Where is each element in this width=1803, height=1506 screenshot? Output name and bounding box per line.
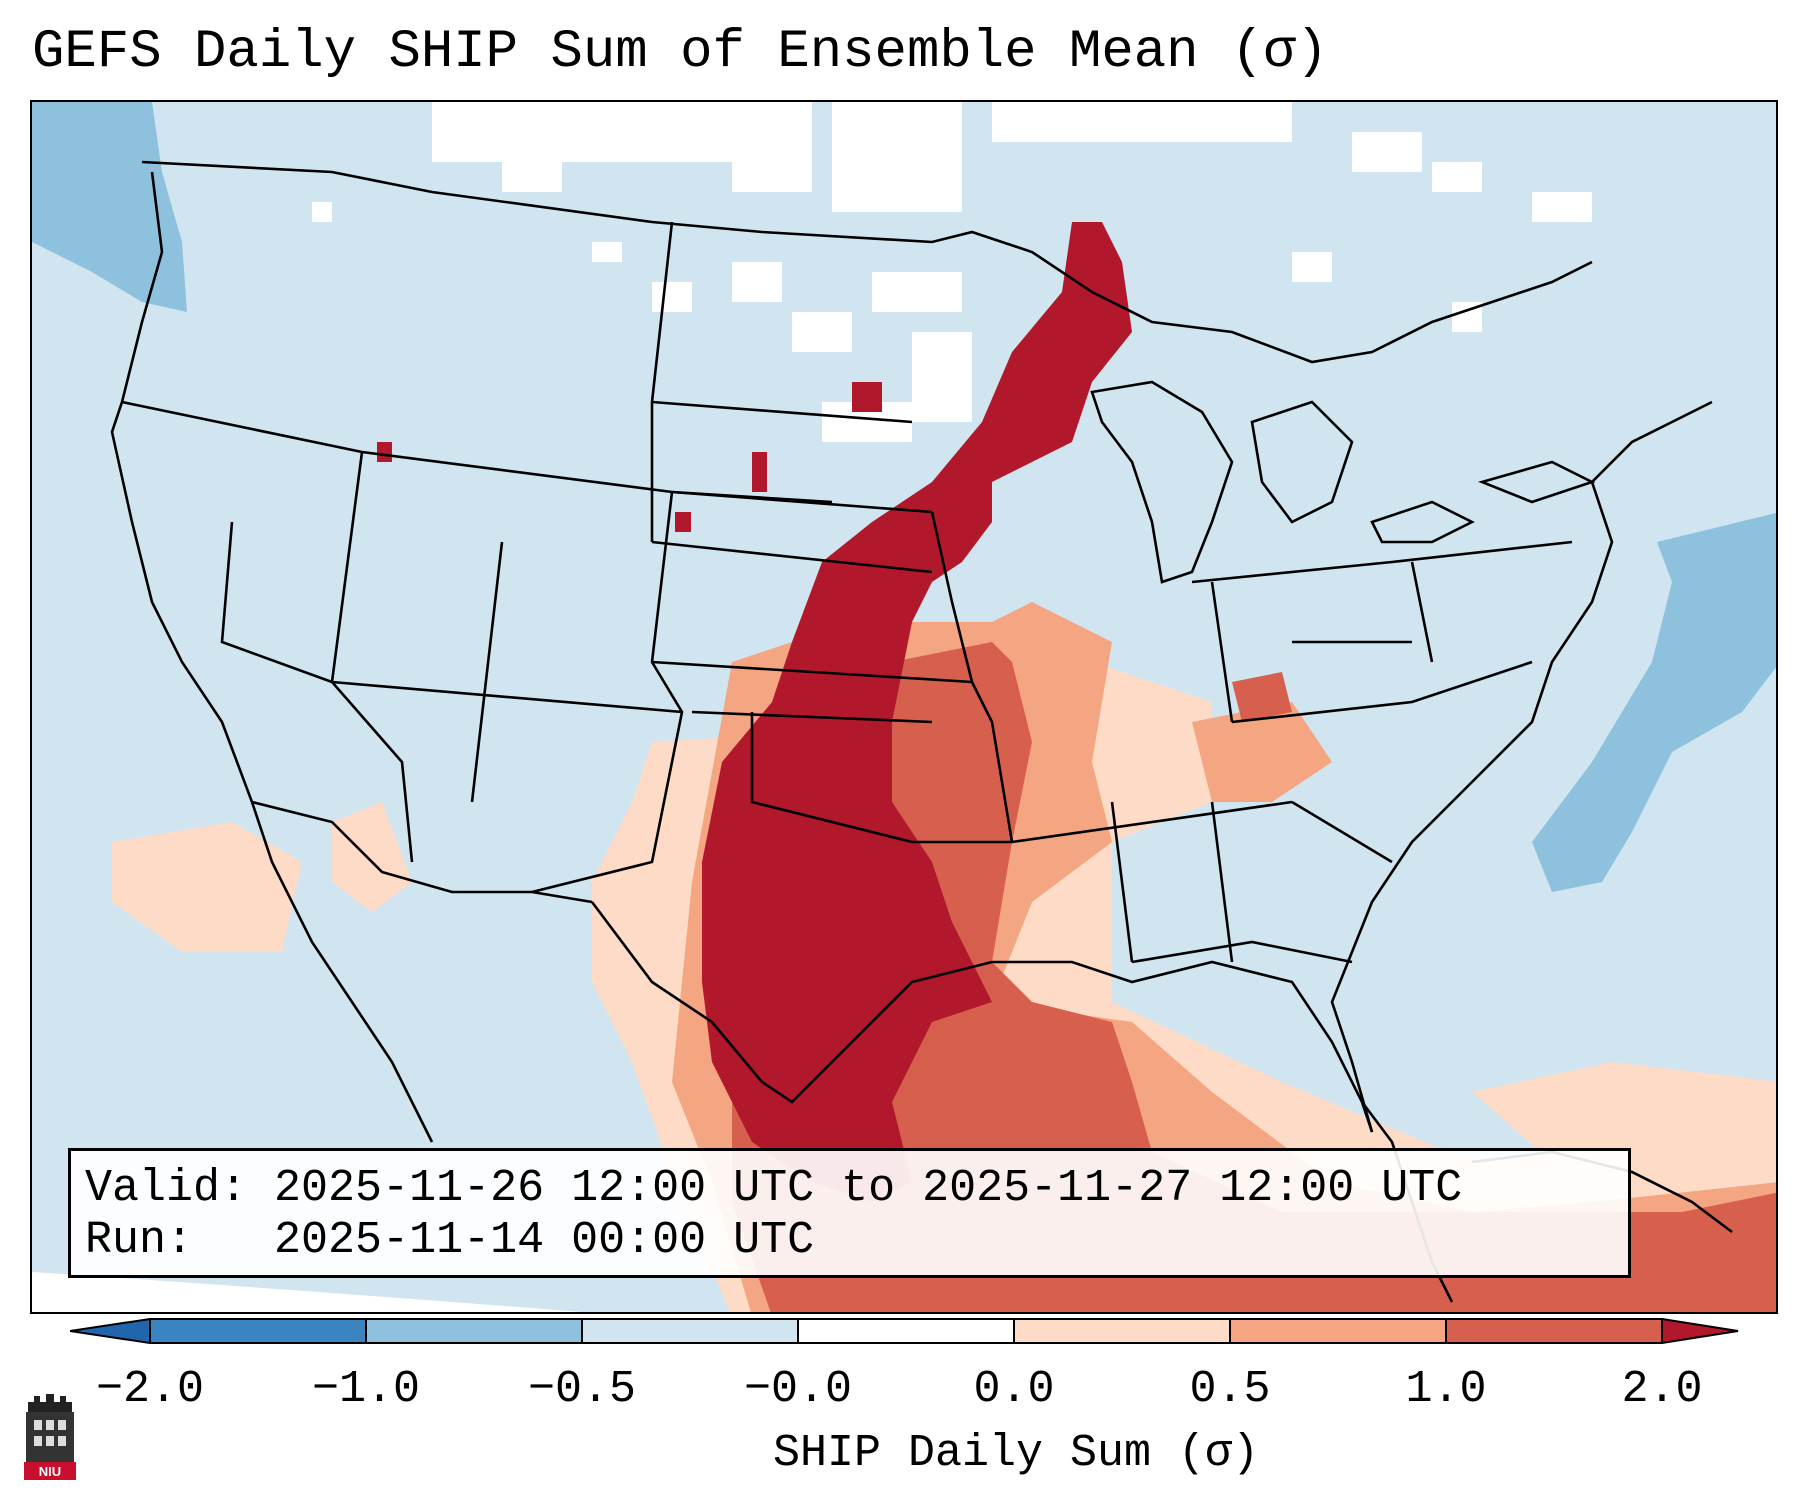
colorbar-bin-7: [1446, 1319, 1662, 1343]
map-canvas: [32, 102, 1776, 1312]
mexico-border: [251, 800, 593, 904]
run-value: 2025-11-14 00:00 UTC: [274, 1215, 815, 1266]
extreme-positive-field: [702, 222, 1132, 1202]
weak-positive-field-gulf-east: [1472, 1062, 1776, 1162]
colorbar-bin-1: [150, 1319, 366, 1343]
colorbar-max-extend: [1661, 1318, 1739, 1344]
colorbar-tick-label: 0.0: [973, 1364, 1055, 1415]
state-lines-west: [121, 400, 833, 894]
extreme-positive-speck-ne: [752, 452, 767, 492]
colorbar-tick-label: 2.0: [1621, 1364, 1703, 1415]
weak-positive-field: [112, 822, 302, 952]
extreme-positive-speck-co: [675, 512, 691, 532]
great-lakes: [1090, 380, 1596, 584]
moderate-positive-field-tn: [1192, 702, 1332, 802]
strong-positive-field: [732, 642, 1776, 1312]
valid-time-box: Valid: 2025-11-26 12:00 UTC to 2025-11-2…: [68, 1148, 1631, 1278]
niu-logo: NIU: [24, 1394, 76, 1480]
weak-positive-field-southwest: [332, 802, 412, 912]
strong-negative-patch-pacific: [32, 102, 187, 312]
extreme-positive-speck-wy: [377, 442, 392, 462]
colorbar-bin-6: [1230, 1319, 1446, 1343]
colorbar-bin-4: [798, 1319, 1014, 1343]
run-label: Run:: [85, 1215, 194, 1266]
colorbar-bin-3: [582, 1319, 798, 1343]
colorbar-tick-label: 1.0: [1405, 1364, 1487, 1415]
extreme-positive-speck-sd: [852, 382, 882, 412]
canada-us-border: [141, 160, 1593, 364]
strong-positive-field-ohio: [1232, 672, 1292, 722]
colorbar-tick-label: −0.0: [743, 1364, 853, 1415]
strong-positive-field-caribbean: [1682, 1192, 1776, 1282]
colorbar-tick-label: −2.0: [95, 1364, 205, 1415]
valid-value: 2025-11-26 12:00 UTC to 2025-11-27 12:00…: [274, 1163, 1463, 1214]
state-lines-central: [650, 221, 1014, 844]
gulf-coast: [590, 901, 1374, 1133]
valid-label: Valid:: [85, 1163, 248, 1214]
boundaries: [110, 160, 1733, 1303]
colorbar-bin-5: [1014, 1319, 1230, 1343]
colorbar-min-extend: [70, 1318, 151, 1344]
colorbar-tick-label: 0.5: [1189, 1364, 1271, 1415]
near-zero-speckles: [312, 102, 1592, 442]
colorbar: [70, 1318, 1739, 1344]
logo-text: NIU: [39, 1464, 61, 1479]
pacific-coast: [110, 171, 434, 1143]
chart-title: GEFS Daily SHIP Sum of Ensemble Mean (σ): [32, 22, 1329, 83]
state-lines-east: [1011, 540, 1573, 964]
colorbar-label: SHIP Daily Sum (σ): [772, 1428, 1260, 1479]
colorbar-tick-label: −0.5: [527, 1364, 637, 1415]
map-panel[interactable]: [30, 100, 1778, 1314]
colorbar-tick-label: −1.0: [311, 1364, 421, 1415]
atlantic-coast: [1330, 400, 1713, 1133]
strong-negative-patch-atlantic: [1532, 512, 1776, 892]
colorbar-bin-2: [366, 1319, 582, 1343]
